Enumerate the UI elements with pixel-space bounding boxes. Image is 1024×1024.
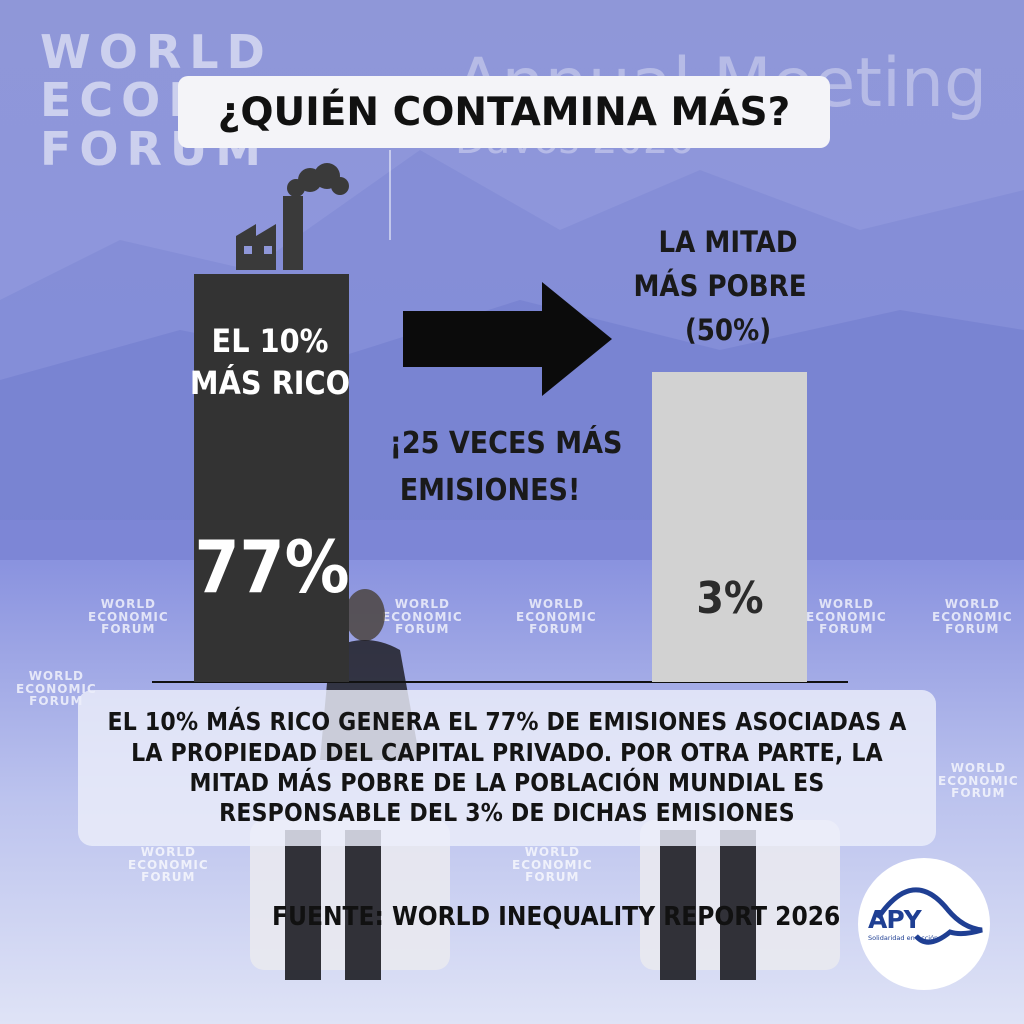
apy-logo [858,858,990,990]
wef-watermark: WORLD ECONOMIC FORUM [512,845,593,885]
bar-label-poor: (50%) [685,313,771,347]
value-label-rich: 77% [194,525,349,609]
wef-watermark: WORLD ECONOMIC FORUM [516,597,597,637]
description-text: EL 10% MÁS RICO GENERA EL 77% DE EMISION… [107,707,907,828]
wef-watermark: WORLD ECONOMIC FORUM [128,845,209,885]
wef-watermark: WORLD ECONOMIC FORUM [88,597,169,637]
factory-icon [236,163,349,270]
wef-watermark: WORLD ECONOMIC FORUM [16,669,97,709]
bar-label-poor: MÁS POBRE [633,269,806,303]
bar-label-rich: EL 10% [212,322,329,360]
bar-1 [652,372,807,682]
wef-watermark: WORLD ECONOMIC FORUM [382,597,463,637]
logo-wordmark: APY [868,905,922,934]
wef-watermark: WORLD ECONOMIC FORUM [932,597,1013,637]
title-banner: ¿QUIÉN CONTAMINA MÁS? [178,76,830,148]
page-title: ¿QUIÉN CONTAMINA MÁS? [217,89,791,135]
description-box: EL 10% MÁS RICO GENERA EL 77% DE EMISION… [78,690,936,846]
arrow-label: EMISIONES! [400,473,581,508]
value-label-poor: 3% [696,573,763,624]
bar-label-poor: LA MITAD [659,225,798,259]
wef-watermark: WORLD ECONOMIC FORUM [938,761,1019,801]
wef-watermark: WORLD ECONOMIC FORUM [806,597,887,637]
source-text: FUENTE: WORLD INEQUALITY REPORT 2026 [272,902,841,932]
bar-label-rich: MÁS RICO [190,364,350,402]
arrow-label: ¡25 VECES MÁS [390,425,623,461]
bird-icon [875,887,983,945]
logo-tagline: Solidaridad en Acción [868,934,939,942]
right-arrow-icon [403,282,612,396]
bar-0 [194,274,349,682]
